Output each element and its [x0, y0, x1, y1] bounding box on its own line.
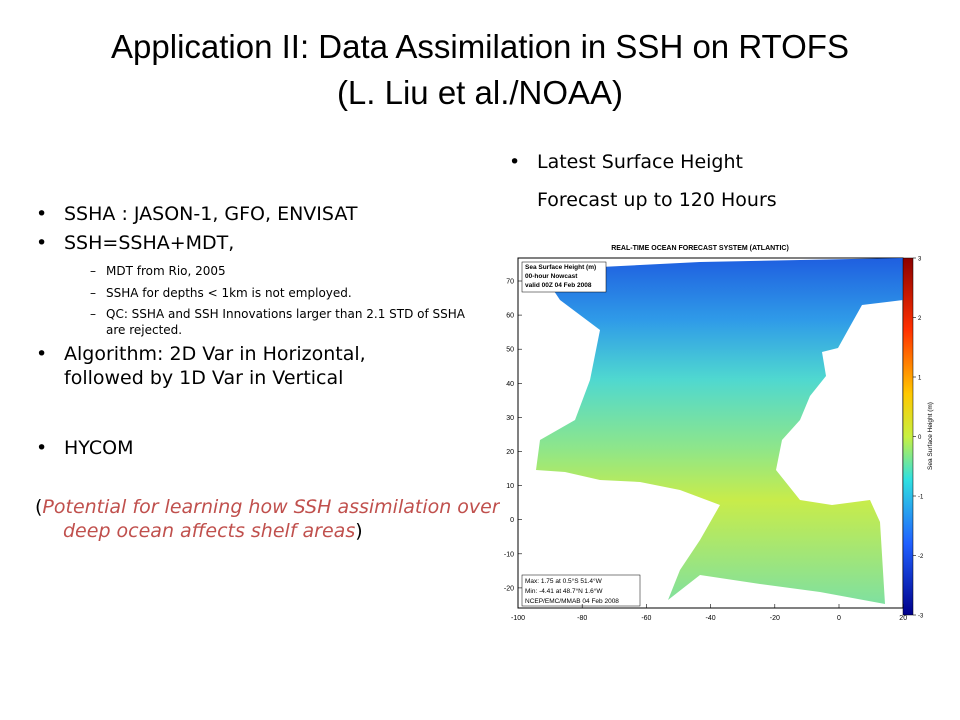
colorbar-tick-label: -3 — [918, 614, 924, 620]
legend-text: Sea Surface Height (m) — [525, 264, 596, 271]
colorbar-tick-label: -2 — [918, 554, 924, 560]
bullet: • SSHA : JASON-1, GFO, ENVISAT — [36, 203, 358, 225]
lon-tick-label: -60 — [641, 615, 651, 622]
lat-tick-label: 0 — [510, 517, 514, 524]
lon-tick-label: -40 — [706, 615, 716, 622]
lat-tick-label: 50 — [506, 347, 514, 354]
lon-tick-label: -100 — [511, 615, 525, 622]
legend-text: valid 00Z 04 Feb 2008 — [525, 282, 592, 289]
colorbar-label: Sea Surface Height (m) — [927, 402, 934, 470]
note-text: Potential for learning how SSH assimilat… — [42, 496, 500, 542]
map-title: REAL-TIME OCEAN FORECAST SYSTEM (ATLANTI… — [611, 245, 789, 252]
stats-text: Max: 1.75 at 0.5°S 51.4°W — [525, 577, 603, 585]
lat-tick-label: 20 — [506, 449, 514, 456]
sub-bullet: – QC: SSHA and SSH Innovations larger tha… — [90, 307, 466, 337]
legend-box — [521, 261, 607, 293]
sub-bullet-text: QC: SSHA and SSH Innovations larger than… — [106, 307, 466, 337]
colorbar-tick-label: 1 — [918, 376, 922, 382]
bullet: • SSH=SSHA+MDT, — [36, 232, 235, 254]
bullet-text: HYCOM — [64, 437, 134, 459]
bullet-text: Forecast up to 120 Hours — [537, 189, 777, 211]
colorbar-tick-label: 3 — [918, 257, 922, 263]
lat-tick-label: 70 — [506, 279, 514, 286]
bullet-text: Latest Surface Height — [537, 151, 743, 173]
bullet: • HYCOM — [36, 437, 134, 459]
bullet: • Latest Surface Height Forecast up to 120… — [509, 151, 777, 211]
lat-tick-label: -10 — [504, 551, 514, 558]
stats-text: Min: -4.41 at 48.7°N 1.6°W — [525, 587, 603, 595]
ocean — [536, 258, 903, 604]
sub-bullet: – MDT from Rio, 2005 — [90, 264, 226, 278]
stats-box — [521, 574, 641, 607]
lon-tick-label: 0 — [837, 615, 841, 622]
note: (Potential for learning how SSH assimila… — [35, 495, 503, 543]
note-paren: ( — [35, 496, 43, 518]
colorbar-tick-label: 0 — [918, 435, 922, 441]
colorbar-tick-label: -1 — [918, 495, 924, 501]
lat-tick-label: 30 — [506, 415, 514, 422]
sub-bullet: – SSHA for depths < 1km is not employed. — [90, 286, 352, 300]
bullet-text: SSH=SSHA+MDT, — [64, 232, 235, 254]
lon-tick-label: -80 — [577, 615, 587, 622]
lat-tick-label: -20 — [504, 585, 514, 592]
lat-tick-label: 10 — [506, 483, 514, 490]
colorbar-tick-label: 2 — [918, 316, 922, 322]
lon-tick-label: -20 — [770, 615, 780, 622]
bullet-text: SSHA : JASON-1, GFO, ENVISAT — [64, 203, 358, 225]
slide-title: (L. Liu et al./NOAA) — [336, 74, 624, 111]
note-paren: ) — [355, 520, 363, 542]
bullet-text: Algorithm: 2D Var in Horizontal, followe… — [64, 343, 366, 389]
slide-title: Application II: Data Assimilation in SSH… — [111, 28, 849, 65]
sub-bullet-text: MDT from Rio, 2005 — [106, 264, 226, 278]
colorbar — [902, 257, 914, 616]
lat-tick-label: 40 — [506, 381, 514, 388]
sub-bullet-text: SSHA for depths < 1km is not employed. — [106, 286, 352, 300]
bullet: • Algorithm: 2D Var in Horizontal, follow… — [36, 343, 366, 389]
lat-tick-label: 60 — [506, 313, 514, 320]
stats-text: NCEP/EMC/MMAB 04 Feb 2008 — [525, 598, 619, 605]
lon-tick-label: 20 — [899, 615, 907, 622]
legend-text: 00-hour Nowcast — [525, 273, 578, 280]
